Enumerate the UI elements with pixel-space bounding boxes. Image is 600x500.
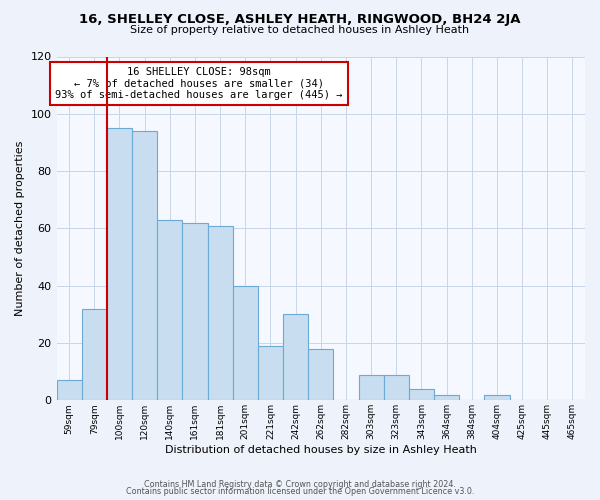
Bar [308, 348, 334, 401]
Text: Contains HM Land Registry data © Crown copyright and database right 2024.: Contains HM Land Registry data © Crown c… [144, 480, 456, 489]
Bar [107, 128, 132, 400]
Text: Size of property relative to detached houses in Ashley Heath: Size of property relative to detached ho… [130, 25, 470, 35]
Bar [132, 131, 157, 400]
Bar [434, 394, 459, 400]
Bar [56, 380, 82, 400]
Bar [359, 374, 383, 400]
Bar [383, 374, 409, 400]
Bar [82, 308, 107, 400]
Text: 16 SHELLEY CLOSE: 98sqm
← 7% of detached houses are smaller (34)
93% of semi-det: 16 SHELLEY CLOSE: 98sqm ← 7% of detached… [55, 67, 343, 100]
Bar [283, 314, 308, 400]
Bar [208, 226, 233, 400]
Bar [182, 222, 208, 400]
X-axis label: Distribution of detached houses by size in Ashley Heath: Distribution of detached houses by size … [165, 445, 477, 455]
Bar [157, 220, 182, 400]
Bar [409, 389, 434, 400]
Text: Contains public sector information licensed under the Open Government Licence v3: Contains public sector information licen… [126, 487, 474, 496]
Bar [233, 286, 258, 401]
Y-axis label: Number of detached properties: Number of detached properties [15, 140, 25, 316]
Text: 16, SHELLEY CLOSE, ASHLEY HEATH, RINGWOOD, BH24 2JA: 16, SHELLEY CLOSE, ASHLEY HEATH, RINGWOO… [79, 12, 521, 26]
Bar [258, 346, 283, 401]
Bar [484, 394, 509, 400]
